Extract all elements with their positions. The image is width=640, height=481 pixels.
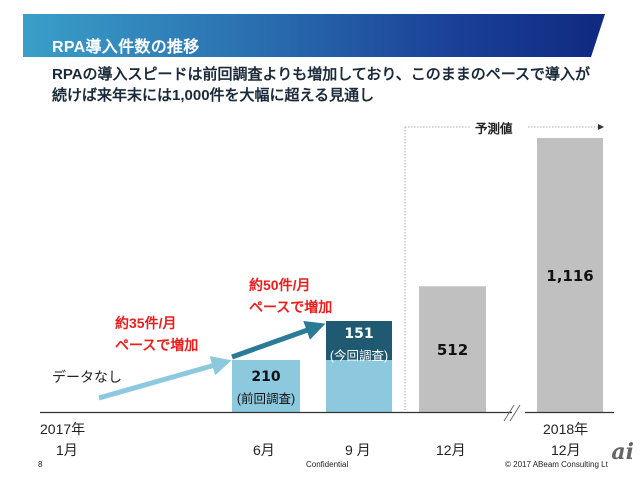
annotation-50-line2: ペースで増加 <box>249 299 333 315</box>
bar-note-210: (前回調査) <box>236 392 296 406</box>
x-label-month-12-2018: 12月 <box>551 442 581 458</box>
bar-note-151: (今回調査) <box>329 349 389 363</box>
x-label-month-6: 6月 <box>253 442 275 458</box>
annotation-35-line1: 約35件/月 <box>115 315 177 331</box>
axis-break-gap <box>512 405 525 419</box>
growth-arrow-light <box>98 356 232 401</box>
x-label-year-2018: 2018年 <box>543 421 589 437</box>
x-label-month-12: 12月 <box>436 442 466 458</box>
bar-label-210: 210 <box>251 369 281 385</box>
annotation-35-line2: ペースで増加 <box>115 337 199 353</box>
subtitle-line-1: RPAの導入スピードは前回調査よりも増加しており、このままのペースで導入が <box>52 66 591 83</box>
axis-break-mark-2 <box>509 404 521 422</box>
annotation-50-line1: 約50件/月 <box>249 277 311 293</box>
forecast-label: 予測値 <box>475 122 513 136</box>
bar-label-1116: 1,116 <box>546 267 594 285</box>
ai-logo: ai <box>611 439 634 465</box>
bar-label-151: 151 <box>344 326 374 342</box>
bar-previous-survey-1 <box>232 360 300 412</box>
bar-previous-survey-2 <box>326 360 392 412</box>
x-label-year-2017: 2017年 <box>40 421 86 437</box>
no-data-label: データなし <box>52 369 122 385</box>
x-label-month-9: 9 月 <box>345 442 371 458</box>
subtitle-line-2: 続けば来年末には1,000件を大幅に超える見通し <box>52 87 375 104</box>
page-title: RPA導入件数の推移 <box>52 39 200 56</box>
confidential-label: Confidential <box>306 460 349 469</box>
copyright: © 2017 ABeam Consulting Lt <box>505 460 608 469</box>
annotation-35: 約35件/月 ペースで増加 <box>115 312 198 356</box>
bar-current-survey-increment-2 <box>326 321 392 360</box>
growth-arrow-dark <box>231 320 326 360</box>
subtitle: RPAの導入スピードは前回調査よりも増加しており、このままのペースで導入が 続け… <box>52 64 612 106</box>
bar-forecast-3 <box>419 286 486 412</box>
bar-forecast-4 <box>537 138 603 412</box>
annotation-50: 約50件/月 ペースで増加 <box>249 274 332 318</box>
x-label-month-1: 1月 <box>56 442 78 458</box>
header-bar <box>23 14 605 57</box>
bar-label-512: 512 <box>436 341 469 359</box>
page-number: 8 <box>38 460 43 469</box>
axis-break-mark-1 <box>503 404 515 422</box>
